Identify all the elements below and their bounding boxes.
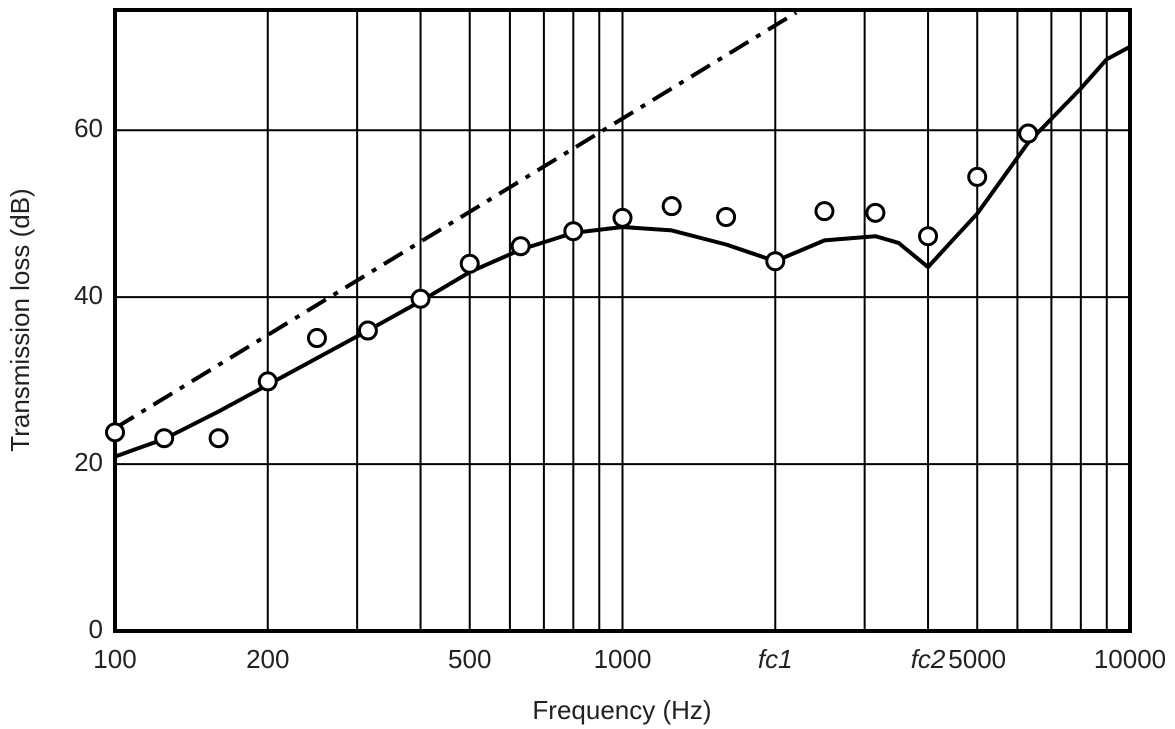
x-tick-label: fc2	[911, 644, 946, 674]
y-tick-label: 0	[89, 614, 103, 644]
data-point	[1018, 123, 1039, 144]
x-tick-label: 10000	[1094, 644, 1166, 674]
data-point	[918, 226, 939, 247]
x-tick-label: 200	[246, 644, 289, 674]
line	[115, 10, 798, 430]
data-point	[612, 207, 633, 228]
data-point	[459, 253, 480, 274]
data-point	[716, 207, 737, 227]
data-point	[865, 202, 886, 223]
y-axis-label: Transmission loss (dB)	[5, 188, 35, 451]
x-axis-label: Frequency (Hz)	[532, 695, 711, 725]
data-point	[563, 221, 584, 242]
data-point	[105, 422, 125, 443]
line	[115, 44, 1130, 459]
data-point	[357, 320, 378, 341]
x-tick-label: 5000	[948, 644, 1006, 674]
data-point	[510, 236, 531, 257]
data-point	[765, 251, 786, 272]
data-point	[257, 371, 278, 392]
x-tick-label: 1000	[594, 644, 652, 674]
data-point	[306, 328, 327, 349]
data-point	[967, 166, 988, 187]
data-point	[661, 196, 682, 217]
y-tick-label: 20	[74, 447, 103, 477]
x-tick-label: fc1	[758, 644, 793, 674]
plot-frame	[113, 8, 1132, 633]
data-point	[410, 288, 431, 309]
y-tick-label: 60	[74, 113, 103, 143]
data-point	[814, 201, 835, 222]
x-tick-label: 100	[93, 644, 136, 674]
data-point	[208, 428, 229, 449]
y-tick-label: 40	[74, 280, 103, 310]
data-point	[154, 428, 175, 449]
x-tick-label: 500	[448, 644, 491, 674]
